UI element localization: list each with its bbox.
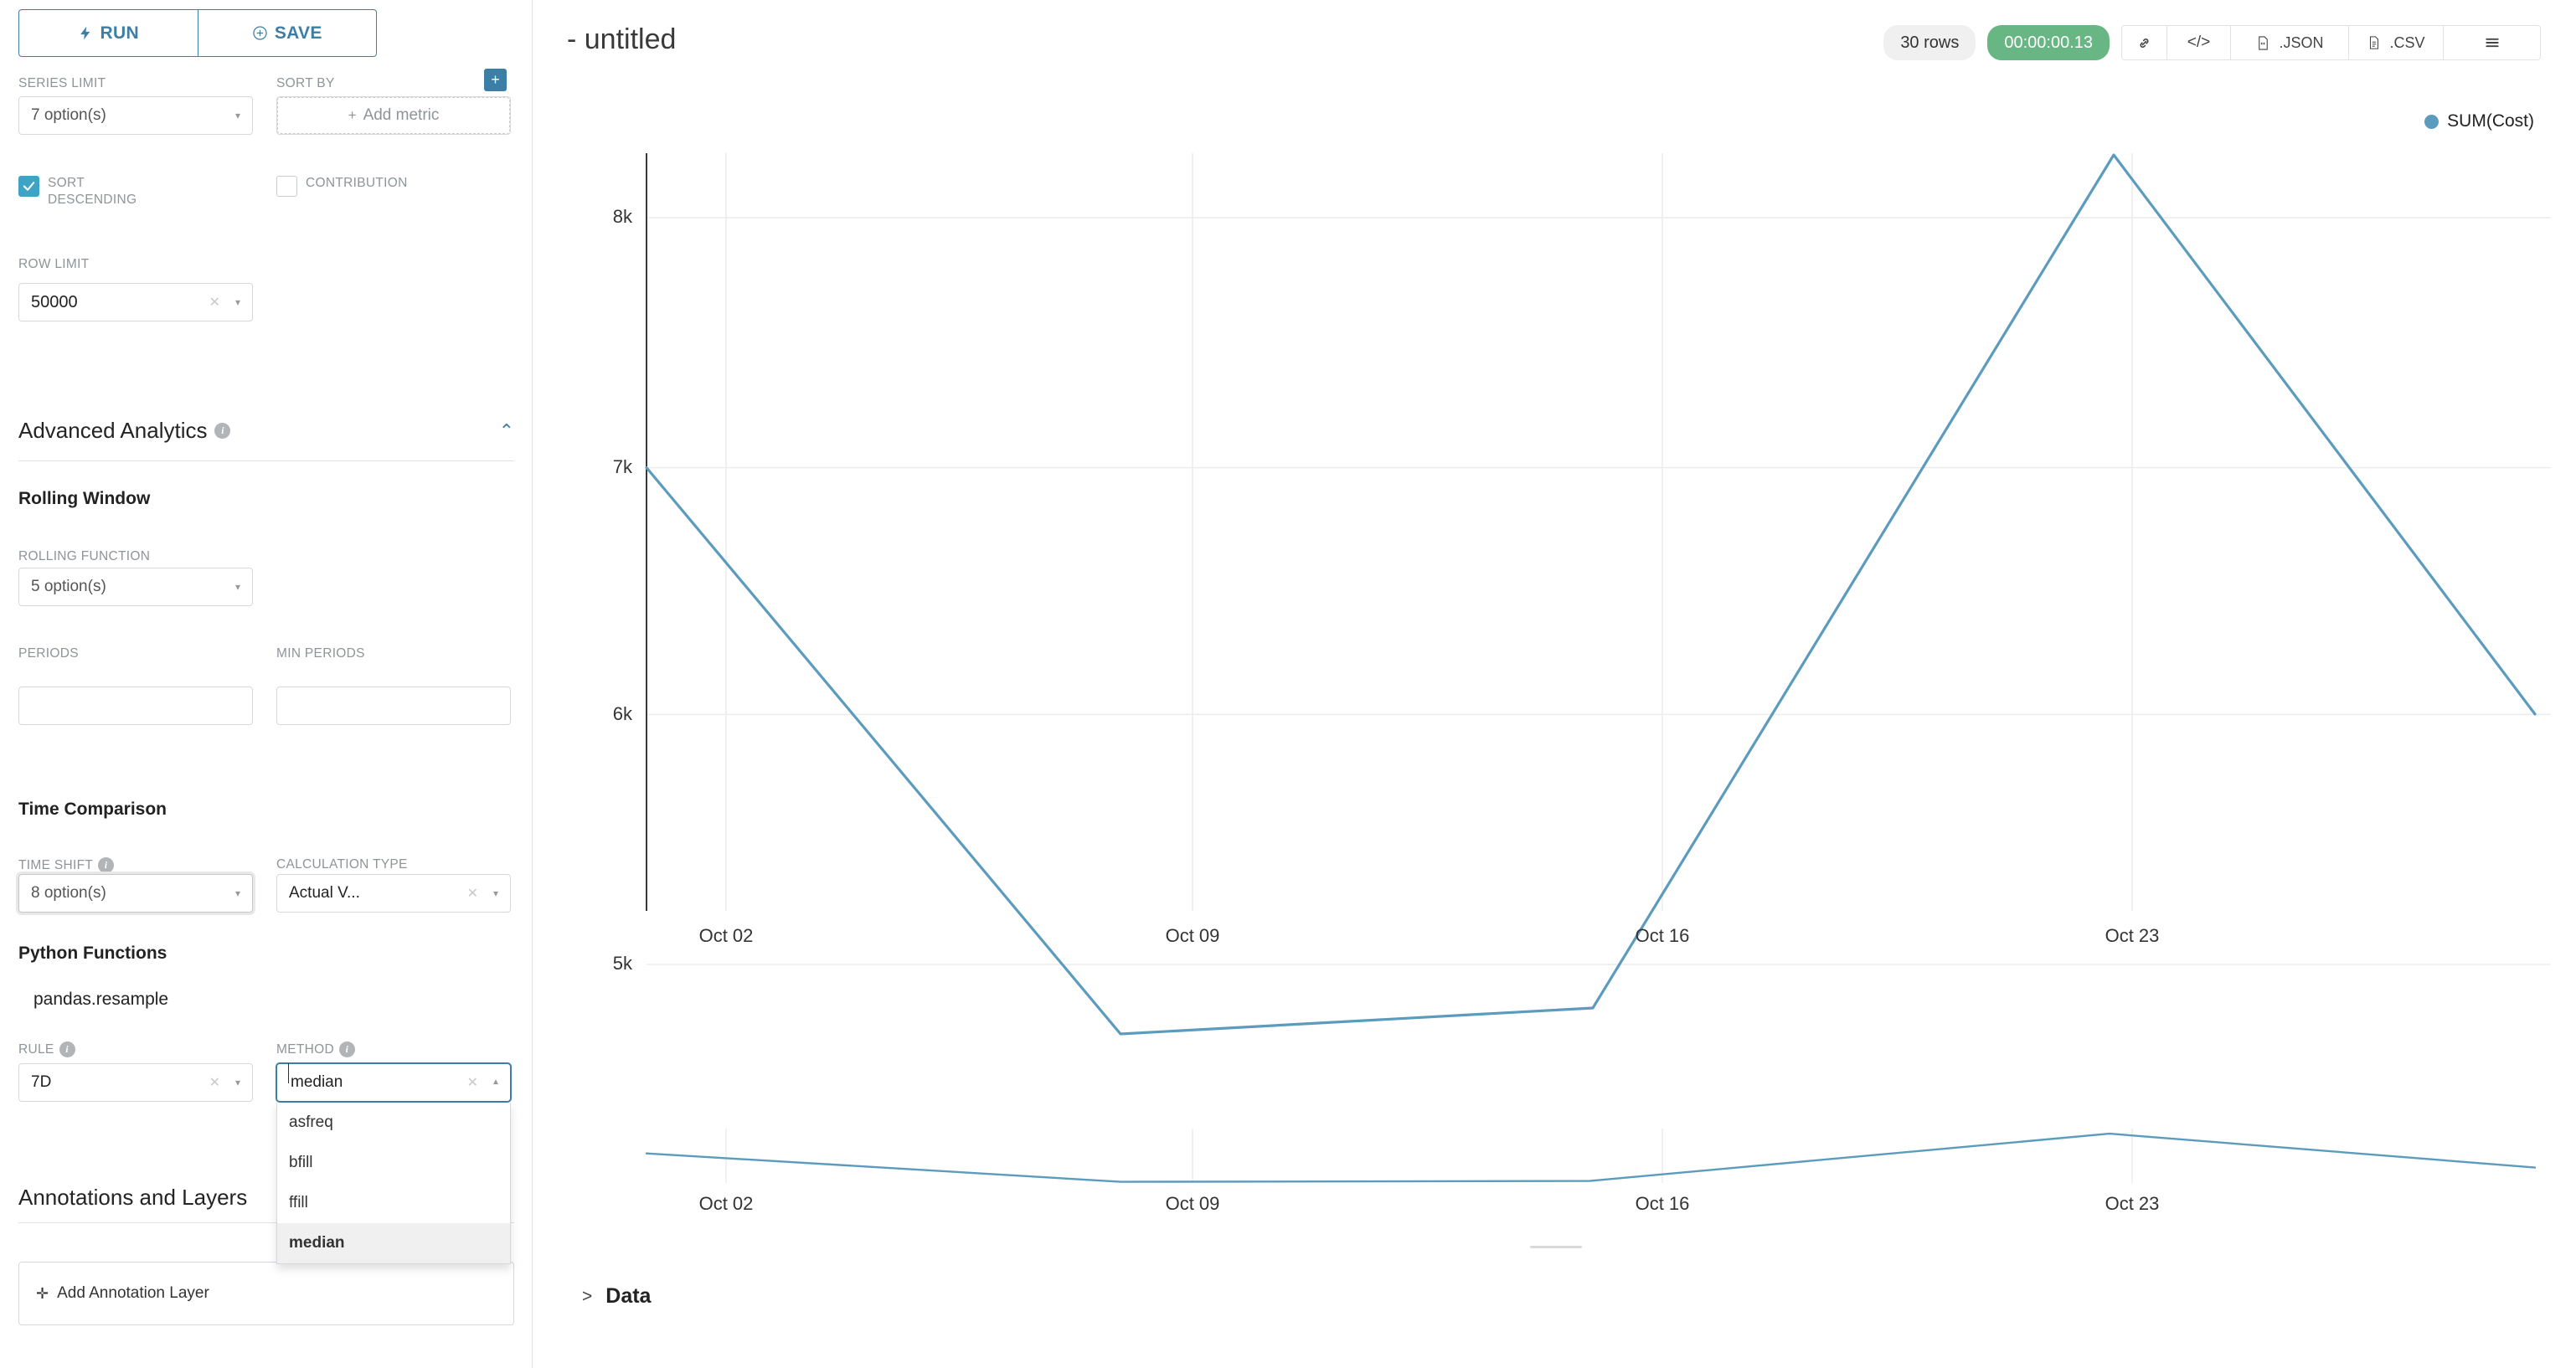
svg-text:Oct 23: Oct 23: [2105, 925, 2160, 946]
svg-text:Oct 09: Oct 09: [1166, 1193, 1220, 1214]
svg-text:Oct 02: Oct 02: [699, 925, 754, 946]
svg-text:6k: 6k: [613, 703, 633, 724]
svg-text:7k: 7k: [613, 456, 633, 477]
svg-text:8k: 8k: [613, 206, 633, 227]
svg-text:Oct 16: Oct 16: [1636, 1193, 1690, 1214]
svg-text:5k: 5k: [613, 953, 633, 974]
svg-text:Oct 09: Oct 09: [1166, 925, 1220, 946]
svg-text:Oct 23: Oct 23: [2105, 1193, 2160, 1214]
svg-text:Oct 02: Oct 02: [699, 1193, 754, 1214]
svg-text:Oct 16: Oct 16: [1636, 925, 1690, 946]
